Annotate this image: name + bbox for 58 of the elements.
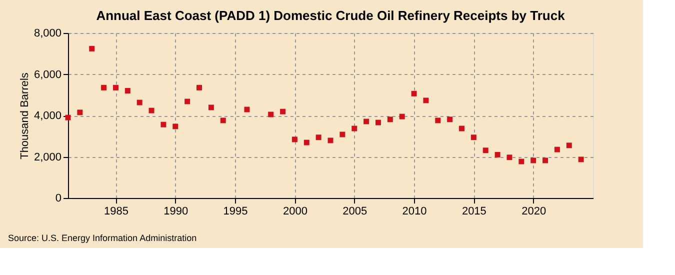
point xyxy=(89,46,95,52)
y-tick-label: 6,000 xyxy=(34,68,62,81)
point xyxy=(518,158,524,164)
point xyxy=(101,84,107,90)
point xyxy=(292,136,298,142)
point xyxy=(328,138,334,144)
point xyxy=(112,84,118,90)
point xyxy=(160,122,166,128)
point xyxy=(340,132,346,138)
x-tick-label: 2015 xyxy=(462,206,486,218)
x-tick-label: 2010 xyxy=(402,206,427,218)
point xyxy=(304,140,310,146)
point xyxy=(220,118,226,124)
point xyxy=(530,158,536,164)
point xyxy=(184,98,190,104)
point xyxy=(65,114,71,120)
point xyxy=(554,146,560,152)
point xyxy=(447,116,453,122)
y-tick-label: 4,000 xyxy=(34,110,62,122)
point xyxy=(578,156,584,162)
point xyxy=(196,84,202,90)
x-tick-label: 2000 xyxy=(282,206,308,218)
y-axis-title: Thousand Barrels xyxy=(18,72,31,160)
point xyxy=(506,154,512,160)
point xyxy=(435,118,441,124)
point xyxy=(411,90,417,96)
point xyxy=(459,126,464,132)
point xyxy=(77,110,83,116)
point xyxy=(124,88,130,94)
x-tick-label: 2005 xyxy=(342,206,368,218)
chart-title: Annual East Coast (PADD 1) Domestic Crude Oil Refinery Receipts by Truck xyxy=(96,8,566,23)
point xyxy=(399,114,405,120)
point xyxy=(364,118,370,124)
point xyxy=(148,108,154,114)
point xyxy=(280,108,286,114)
point xyxy=(268,112,274,118)
point xyxy=(244,106,250,112)
point xyxy=(375,120,381,126)
point xyxy=(423,98,429,104)
x-tick-label: 1990 xyxy=(164,206,188,218)
point xyxy=(316,134,322,140)
point xyxy=(494,152,500,158)
point xyxy=(482,148,488,154)
point xyxy=(470,134,476,140)
point xyxy=(566,142,572,148)
point xyxy=(352,126,358,132)
point xyxy=(542,158,548,164)
x-tick-label: 2020 xyxy=(522,206,546,218)
y-tick-label: 0 xyxy=(55,192,62,204)
point xyxy=(387,116,393,122)
point xyxy=(208,104,214,110)
x-tick-label: 1995 xyxy=(223,206,248,218)
source-note: Source: U.S. Energy Information Administration xyxy=(8,233,197,243)
point xyxy=(136,100,142,106)
point xyxy=(172,124,178,130)
x-tick-label: 1985 xyxy=(104,206,128,218)
y-tick-label: 2,000 xyxy=(34,151,62,164)
y-tick-label: 8,000 xyxy=(34,28,62,40)
